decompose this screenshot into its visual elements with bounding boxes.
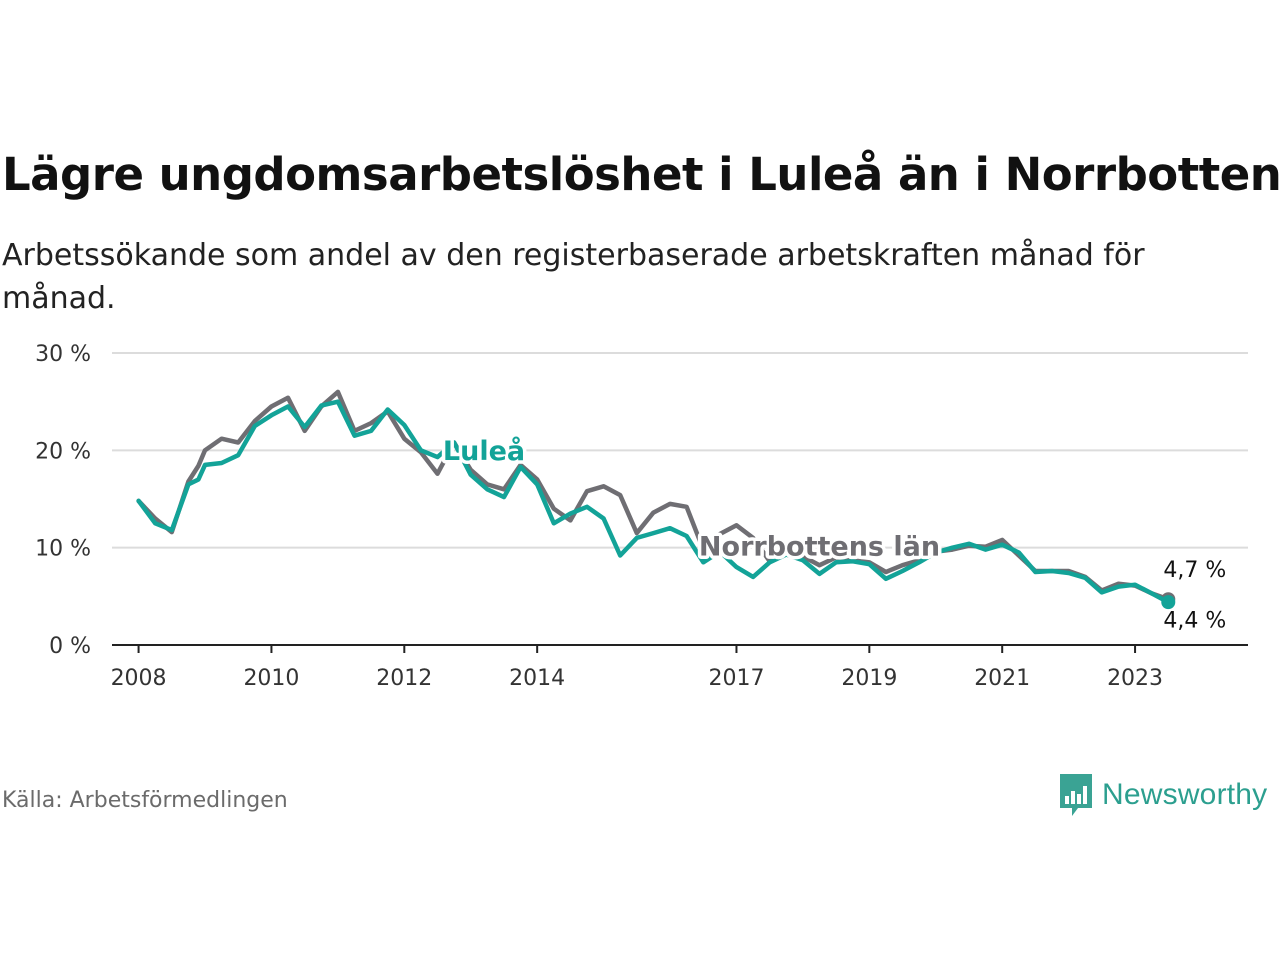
series-label-norrbotten: Norrbottens län: [699, 531, 940, 562]
x-tick-label: 2008: [111, 666, 167, 691]
series-line-norrbotten: [136, 389, 1171, 602]
brand-name: Newsworthy: [1102, 778, 1268, 811]
y-tick-label: 10 %: [35, 537, 91, 562]
end-value-lulea: 4,4 %: [1163, 608, 1226, 633]
end-value-norrbotten: 4,7 %: [1163, 558, 1226, 583]
brand-logo: Newsworthy: [1058, 772, 1267, 818]
x-tick-label: 2012: [376, 666, 432, 691]
series-lines: [136, 389, 1176, 610]
y-tick-label: 20 %: [35, 439, 91, 464]
x-tick-label: 2021: [974, 666, 1030, 691]
x-tick-label: 2017: [708, 666, 764, 691]
series-labels: Luleå Norrbottens län 4,7 % 4,4 %: [439, 432, 1226, 634]
chart-subtitle: Arbetssökande som andel av den registerb…: [2, 238, 1145, 316]
newsworthy-logo-icon: [1060, 774, 1092, 816]
source-note: Källa: Arbetsförmedlingen: [2, 788, 288, 813]
series-end-point: [1161, 595, 1176, 610]
y-tick-label: 30 %: [35, 342, 91, 367]
axes: 0 % 10 % 20 % 30 % 2008 2010 2012 2014 2017 2019 2…: [35, 342, 1248, 691]
x-tick-label: 2019: [841, 666, 897, 691]
series-label-lulea: Luleå: [443, 435, 525, 467]
y-tick-label: 0 %: [49, 634, 91, 659]
x-tick-label: 2010: [243, 666, 299, 691]
x-tick-label: 2014: [509, 666, 565, 691]
grid-lines: [112, 352, 1248, 549]
chart-title: Lägre ungdomsarbetslöshet i Luleå än i N…: [2, 148, 1280, 201]
series-line-lulea: [136, 399, 1171, 605]
x-tick-label: 2023: [1107, 666, 1163, 691]
